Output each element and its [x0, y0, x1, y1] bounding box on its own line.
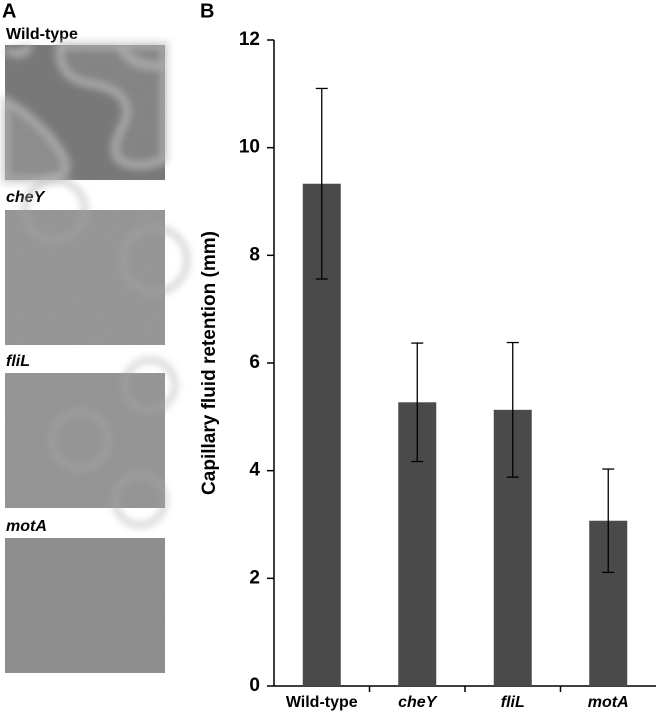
y-tick-label: 8 — [249, 244, 260, 265]
error-bar — [411, 342, 424, 463]
micrograph — [1, 41, 169, 184]
plot: 0 2 4 6 8 10 12 Wild-type cheY fliL motA — [239, 29, 656, 711]
micrograph — [5, 358, 177, 527]
x-tick-label: Wild-type — [286, 694, 358, 711]
micrograph — [5, 538, 165, 673]
y-tick-label: 2 — [249, 567, 260, 588]
error-bar — [602, 468, 615, 574]
image-label: motA — [6, 518, 47, 535]
y-tick-label: 6 — [249, 352, 260, 373]
x-tick-label: motA — [588, 694, 629, 711]
micrograph — [5, 178, 189, 345]
panel-label: A — [2, 0, 16, 22]
panel-label: B — [200, 0, 214, 22]
y-tick-label: 4 — [249, 460, 260, 481]
image-label: fliL — [6, 353, 30, 370]
y-tick-label: 12 — [239, 29, 260, 50]
y-tick-label: 10 — [239, 137, 260, 158]
error-bar — [315, 87, 328, 280]
image-label: Wild-type — [6, 26, 78, 43]
y-axis-label: Capillary fluid retention (mm) — [199, 231, 220, 495]
error-bar — [506, 341, 519, 478]
x-tick-label: cheY — [398, 694, 438, 711]
y-tick-label: 0 — [249, 675, 260, 696]
x-tick-label: fliL — [501, 694, 525, 711]
